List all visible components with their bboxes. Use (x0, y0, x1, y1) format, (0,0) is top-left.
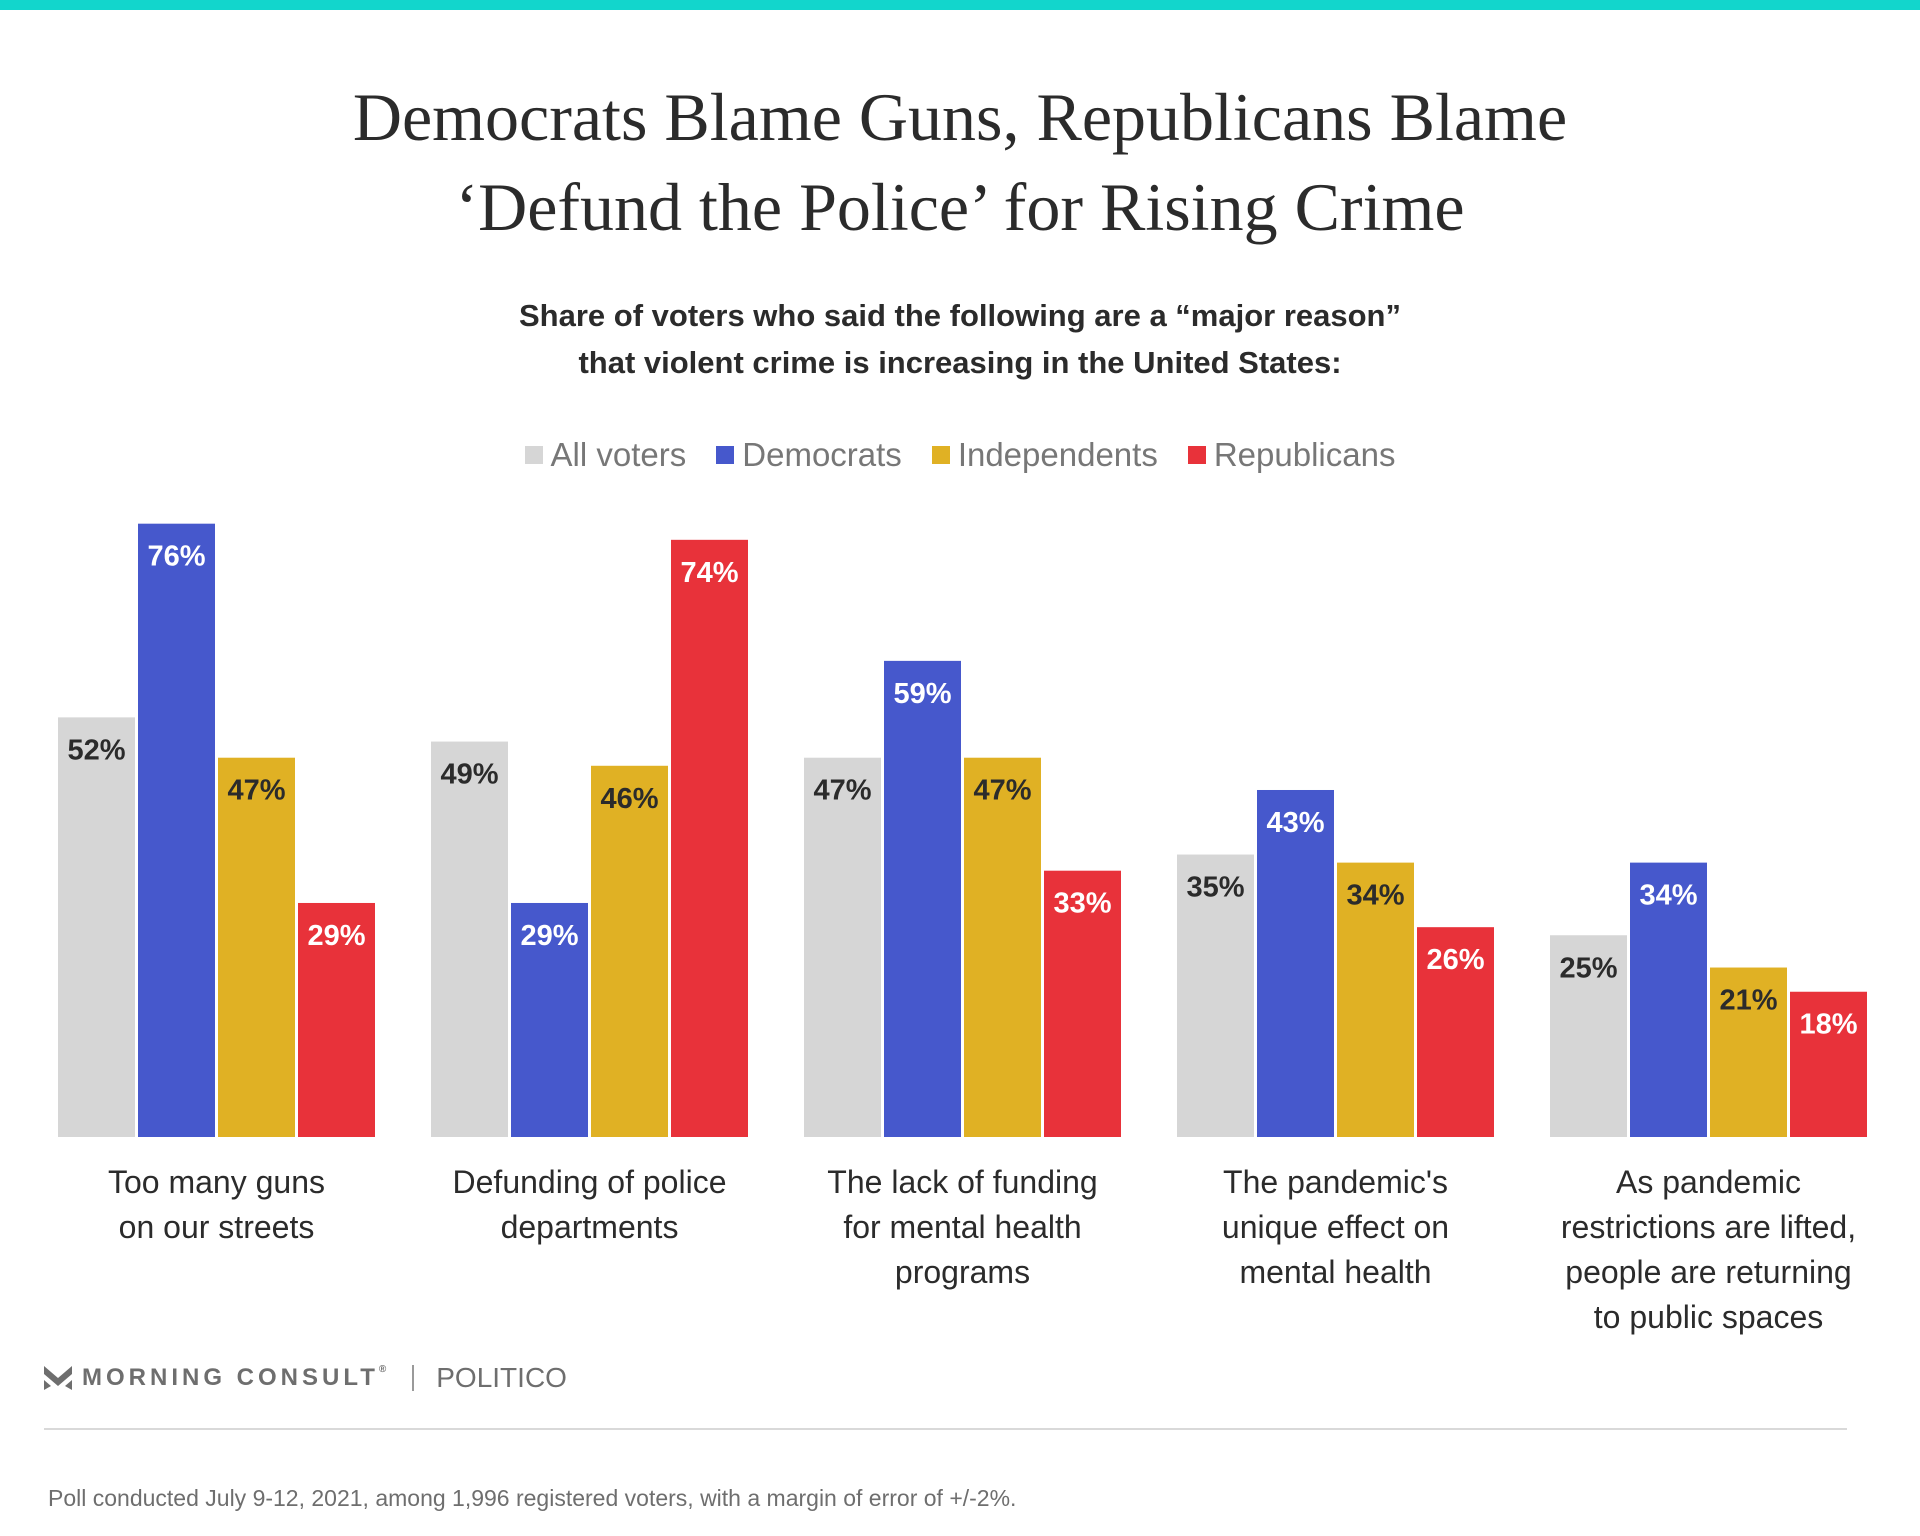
bar-group-3: 47% 59% 47% 33% (804, 660, 1121, 1137)
category-label-line: people are returning (1565, 1254, 1852, 1290)
registered-mark: ® (378, 1364, 391, 1375)
category-label-line: for mental health (843, 1209, 1082, 1245)
category-label-line: As pandemic (1616, 1164, 1801, 1200)
bar-value-label: 21% (1719, 985, 1777, 1017)
bar-value-label: 34% (1346, 880, 1404, 912)
bar-republicans (671, 539, 748, 1137)
morning-consult-text: MORNING CONSULT (82, 1364, 379, 1391)
bar-value-label: 49% (440, 759, 498, 791)
legend-swatch (716, 446, 735, 464)
category-label-line: restrictions are lifted, (1560, 1209, 1857, 1245)
chart-title: Democrats Blame Guns, Republicans Blame … (0, 72, 1920, 252)
category-label-line: departments (500, 1209, 679, 1245)
category-label-line: Too many guns (107, 1164, 325, 1200)
legend-swatch (931, 446, 950, 464)
chart-subtitle: Share of voters who said the following a… (0, 292, 1920, 386)
bar-value-label: 35% (1186, 872, 1244, 904)
methodology-footnote: Poll conducted July 9-12, 2021, among 1,… (48, 1485, 1017, 1511)
bar-group-2: 49% 29% 46% 74% (431, 539, 748, 1137)
source-logos: MORNING CONSULT® POLITICO (44, 1362, 567, 1394)
category-label-line: unique effect on (1221, 1209, 1450, 1245)
morning-consult-logo-icon (44, 1366, 72, 1390)
chart-subtitle-line-1: Share of voters who said the following a… (519, 298, 1401, 333)
bar-democrats (1257, 789, 1334, 1137)
bar-republicans (1044, 870, 1121, 1137)
category-label-line: The pandemic's (1223, 1164, 1448, 1200)
bar-democrats (138, 523, 215, 1137)
logo-separator (412, 1365, 415, 1391)
legend-swatch (524, 446, 543, 464)
bar-all-voters (804, 757, 881, 1137)
category-label-3: The lack of funding for mental health prog… (773, 1160, 1153, 1295)
legend-label: Democrats (742, 436, 902, 473)
chart-legend: All voters Democrats Independents Republica… (0, 436, 1920, 474)
category-label-4: The pandemic's unique effect on mental hea… (1146, 1160, 1526, 1295)
bar-democrats (511, 902, 588, 1137)
category-label-line: on our streets (118, 1209, 315, 1245)
bar-republicans (298, 902, 375, 1137)
bar-all-voters (58, 717, 135, 1137)
bar-value-label: 52% (67, 734, 125, 766)
bar-independents (1710, 967, 1787, 1137)
category-label-line: to public spaces (1593, 1299, 1824, 1335)
bar-value-label: 34% (1639, 880, 1697, 912)
top-accent-bar (0, 0, 1920, 10)
bar-value-label: 33% (1053, 888, 1111, 920)
legend-item-all-voters: All voters (524, 436, 687, 474)
chart-subtitle-line-2: that violent crime is increasing in the … (578, 345, 1342, 380)
bar-value-label: 43% (1266, 807, 1324, 839)
legend-label: All voters (550, 436, 687, 473)
bar-value-label: 47% (813, 775, 871, 807)
bar-value-label: 25% (1559, 952, 1617, 984)
bar-republicans (1417, 927, 1494, 1137)
bar-democrats (884, 660, 961, 1137)
bar-democrats (1630, 862, 1707, 1137)
category-label-line: The lack of funding (827, 1164, 1098, 1200)
bar-value-label: 29% (307, 920, 365, 952)
category-label-line: mental health (1239, 1254, 1432, 1290)
politico-wordmark: POLITICO (436, 1362, 567, 1393)
category-label-2: Defunding of police departments (400, 1160, 780, 1250)
bar-all-voters (431, 741, 508, 1137)
chart-title-line-2: ‘Defund the Police’ for Rising Crime (455, 169, 1465, 245)
category-label-line: programs (894, 1254, 1031, 1290)
bar-republicans (1790, 991, 1867, 1137)
bar-group-4: 35% 43% 34% 26% (1177, 789, 1494, 1137)
legend-swatch (1187, 446, 1206, 464)
bar-value-label: 47% (973, 775, 1031, 807)
chart-title-line-1: Democrats Blame Guns, Republicans Blame (352, 79, 1568, 155)
bar-value-label: 26% (1426, 944, 1484, 976)
bar-value-label: 59% (893, 678, 951, 710)
footer-divider (44, 1428, 1847, 1430)
category-label-line: Defunding of police (452, 1164, 727, 1200)
bar-value-label: 74% (680, 557, 738, 589)
bar-independents (964, 757, 1041, 1137)
morning-consult-wordmark: MORNING CONSULT® (82, 1364, 390, 1392)
legend-item-republicans: Republicans (1187, 436, 1396, 474)
category-label-5: As pandemic restrictions are lifted, peopl… (1519, 1160, 1899, 1340)
bar-all-voters (1550, 935, 1627, 1137)
bar-value-label: 76% (147, 541, 205, 573)
bar-value-label: 46% (600, 783, 658, 815)
bar-group-1: 52% 76% 47% 29% (58, 523, 375, 1137)
legend-label: Independents (957, 436, 1158, 473)
bar-value-label: 47% (227, 775, 285, 807)
bar-value-label: 29% (520, 920, 578, 952)
bar-value-label: 18% (1799, 1009, 1857, 1041)
bar-independents (218, 757, 295, 1137)
category-label-1: Too many guns on our streets (27, 1160, 407, 1250)
legend-label: Republicans (1213, 436, 1396, 473)
legend-item-independents: Independents (931, 436, 1158, 474)
bar-independents (591, 765, 668, 1137)
bar-all-voters (1177, 854, 1254, 1137)
bar-independents (1337, 862, 1414, 1137)
bar-group-5: 25% 34% 21% 18% (1550, 862, 1867, 1137)
legend-item-democrats: Democrats (716, 436, 902, 474)
